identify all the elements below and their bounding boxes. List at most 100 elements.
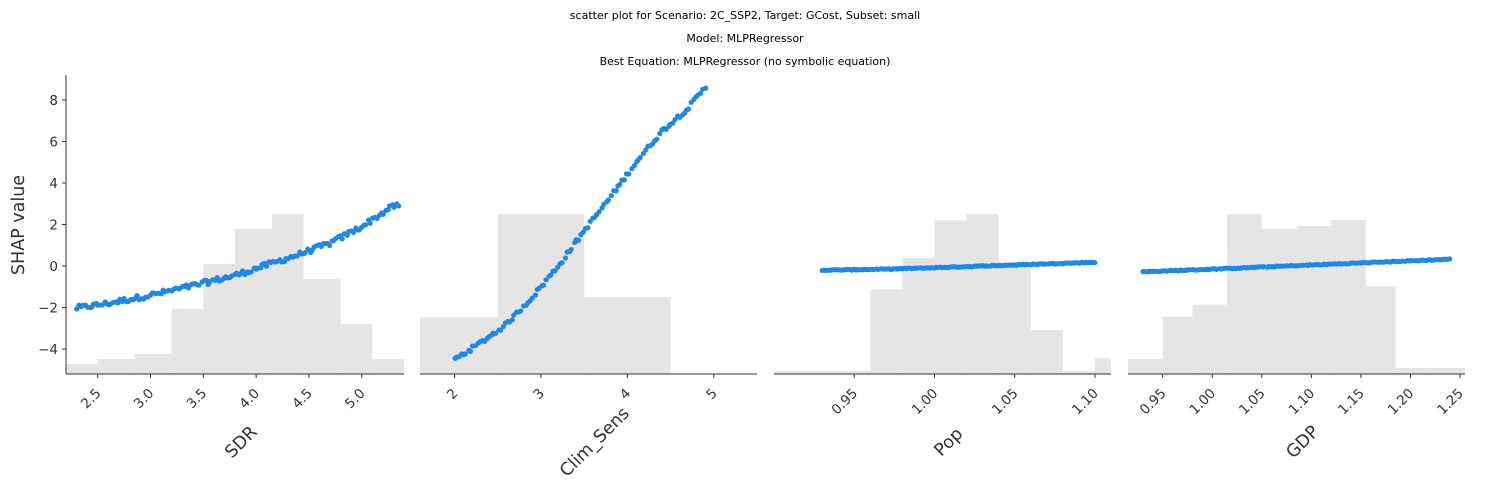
histogram-bar xyxy=(934,220,967,374)
scatter-point xyxy=(703,85,709,91)
scatter-point xyxy=(350,229,357,235)
histogram-bar xyxy=(584,297,671,374)
scatter-point xyxy=(518,308,524,314)
scatter-point xyxy=(548,272,554,278)
scatter-point xyxy=(529,295,535,301)
subplot-2: 2 3 4 5 Clim_Sens xyxy=(420,85,757,482)
x-tick-label: 3.0 xyxy=(131,386,158,413)
histogram-bar xyxy=(870,289,903,374)
scatter-point xyxy=(562,255,569,261)
histogram-bar xyxy=(1162,316,1193,374)
scatter-point xyxy=(543,277,549,283)
histogram-bar xyxy=(1030,330,1063,374)
scatter-point xyxy=(643,147,649,153)
x-tick-label: 1.05 xyxy=(989,386,1022,419)
figure-title-line-3: Best Equation: MLPRegressor (no symbolic… xyxy=(600,55,891,68)
scatter-point xyxy=(263,263,270,269)
scatter-point xyxy=(596,209,602,215)
x-axis-label: Pop xyxy=(931,424,968,461)
x-tick-label: 1.00 xyxy=(1187,386,1220,419)
scatter-point xyxy=(540,282,547,288)
x-tick-label: 1.10 xyxy=(1069,386,1102,419)
scatter-point xyxy=(617,181,623,188)
scatter-point xyxy=(339,236,345,242)
histogram-bar xyxy=(1430,367,1465,374)
histogram-bar xyxy=(171,309,204,374)
scatter-point xyxy=(608,192,614,199)
y-tick-label: −4 xyxy=(38,342,58,358)
scatter-point xyxy=(367,220,373,226)
y-tick-label: 8 xyxy=(49,93,58,109)
scatter-point xyxy=(395,203,402,209)
y-axis-label: SHAP value xyxy=(9,175,29,275)
histogram-bar xyxy=(774,370,839,374)
scatter-point xyxy=(380,211,386,217)
scatter-point xyxy=(327,242,333,249)
scatter-point xyxy=(575,237,582,243)
histogram-bar xyxy=(1296,226,1332,374)
subplot-1: −4 −2 0 2 4 6 8 2.5 3.0 3.5 4.0 4.5 5.0 SDR xyxy=(38,75,404,463)
scatter-point xyxy=(462,351,469,357)
x-tick-label: 3.5 xyxy=(184,386,211,413)
x-axis-label: SDR xyxy=(221,422,261,462)
scatter-point xyxy=(134,292,140,299)
histogram-bar xyxy=(1128,358,1163,374)
scatter-point xyxy=(631,162,638,169)
histogram-bar xyxy=(271,214,304,374)
scatter-point xyxy=(1092,260,1098,266)
histogram-bar xyxy=(966,214,999,374)
figure-title-line-1: scatter plot for Scenario: 2C_SSP2, Targ… xyxy=(570,9,920,22)
y-tick-label: 4 xyxy=(49,176,58,192)
histogram-bar xyxy=(1062,370,1095,374)
scatter-point xyxy=(605,197,612,203)
subplot-4: 0.95 1.00 1.05 1.10 1.15 1.20 1.25 GDP xyxy=(1128,214,1467,463)
scatter-point xyxy=(552,268,558,274)
x-tick-label: 1.15 xyxy=(1335,386,1368,419)
x-tick-label: 1.00 xyxy=(909,386,942,419)
scatter-point xyxy=(248,269,254,275)
scatter-point xyxy=(294,253,300,259)
scatter-point xyxy=(1447,256,1453,262)
scatter-point xyxy=(637,154,643,161)
y-tick-label: −2 xyxy=(38,301,58,317)
histogram-bar xyxy=(1331,220,1366,374)
histogram-bar xyxy=(998,264,1031,374)
x-tick-label: 1.25 xyxy=(1434,386,1467,419)
histogram-bar xyxy=(1227,214,1262,374)
histogram-bar xyxy=(1261,229,1297,374)
scatter-point xyxy=(621,177,627,183)
y-tick-label: 6 xyxy=(49,134,58,150)
y-tick-label: 0 xyxy=(49,259,58,275)
scatter-point xyxy=(492,330,499,337)
scatter-point xyxy=(467,348,474,354)
scatter-point xyxy=(196,282,202,288)
x-tick-label: 5.0 xyxy=(342,386,369,413)
histogram-bar xyxy=(420,317,498,374)
subplot-3: 0.95 1.00 1.05 1.10 Pop xyxy=(774,214,1111,461)
histogram-bar xyxy=(97,359,135,374)
scatter-point xyxy=(685,106,692,112)
x-tick-label: 5 xyxy=(703,386,720,403)
x-axis-label: GDP xyxy=(1283,422,1324,463)
x-tick-label: 4.0 xyxy=(236,386,263,413)
histogram-bar xyxy=(1395,367,1431,374)
scatter-point xyxy=(626,171,632,177)
histogram-bar xyxy=(497,214,585,374)
x-tick-label: 1.10 xyxy=(1286,386,1319,419)
x-axis-label: Clim_Sens xyxy=(556,404,634,482)
histogram-bar xyxy=(838,370,871,374)
figure-title-line-2: Model: MLPRegressor xyxy=(686,32,804,45)
x-tick-label: 3 xyxy=(530,386,547,403)
histogram-bar xyxy=(66,364,98,374)
scatter-point xyxy=(559,260,565,266)
scatter-point xyxy=(568,246,574,253)
histogram-bar xyxy=(134,354,172,374)
histogram-bar xyxy=(1094,358,1111,374)
x-tick-label: 2 xyxy=(444,386,461,403)
x-tick-label: 4.5 xyxy=(289,386,316,413)
x-tick-label: 1.05 xyxy=(1236,386,1269,419)
scatter-point xyxy=(509,317,515,323)
x-tick-label: 2.5 xyxy=(78,386,105,413)
scatter-point xyxy=(580,229,586,235)
